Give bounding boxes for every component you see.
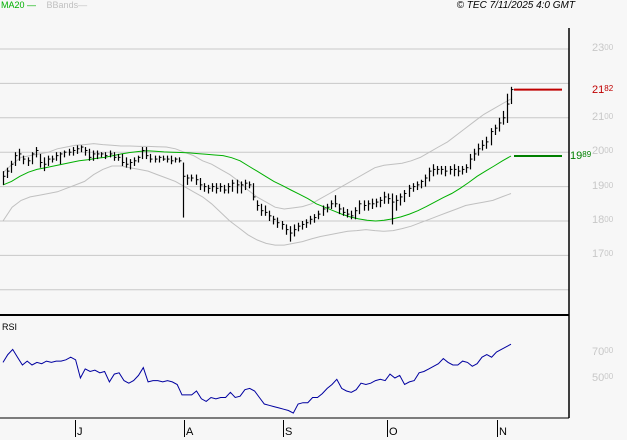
- rsi-line: [2, 343, 512, 414]
- price-gridlines: [0, 48, 569, 291]
- price-axis-label: 1900: [592, 179, 614, 192]
- price-axis-label: 1800: [592, 214, 614, 226]
- ma20-line: [2, 150, 512, 222]
- rsi-axis-label: 7000: [592, 346, 614, 358]
- x-axis-ticks: [75, 420, 498, 437]
- x-axis-month-label: A: [186, 426, 194, 438]
- ma20-value-label: 1989: [570, 149, 592, 162]
- price-axis-label: 2300: [592, 42, 614, 54]
- rsi-axis-label: 5000: [592, 372, 614, 384]
- rsi-title: RSI: [2, 322, 18, 332]
- price-markers: [514, 88, 562, 157]
- legend-ma20: MA20 —: [1, 0, 37, 10]
- x-axis-month-label: S: [285, 426, 293, 438]
- price-axis-label: 1700: [592, 248, 614, 261]
- price-axis-label: 2100: [592, 110, 614, 123]
- x-axis-month-label: O: [389, 426, 398, 438]
- legend: MA20 — BBands—: [1, 0, 87, 11]
- legend-bbands: BBands—: [46, 0, 88, 10]
- bollinger-bands: [2, 98, 512, 246]
- last-price-label: 2182: [592, 83, 614, 96]
- price-bars: [2, 86, 514, 242]
- x-axis-month-label: N: [499, 426, 507, 438]
- x-axis-month-label: J: [77, 426, 83, 438]
- price-axis-label: 2000: [592, 145, 614, 158]
- copyright-timestamp: © TEC 7/11/2025 4:0 GMT: [456, 0, 575, 11]
